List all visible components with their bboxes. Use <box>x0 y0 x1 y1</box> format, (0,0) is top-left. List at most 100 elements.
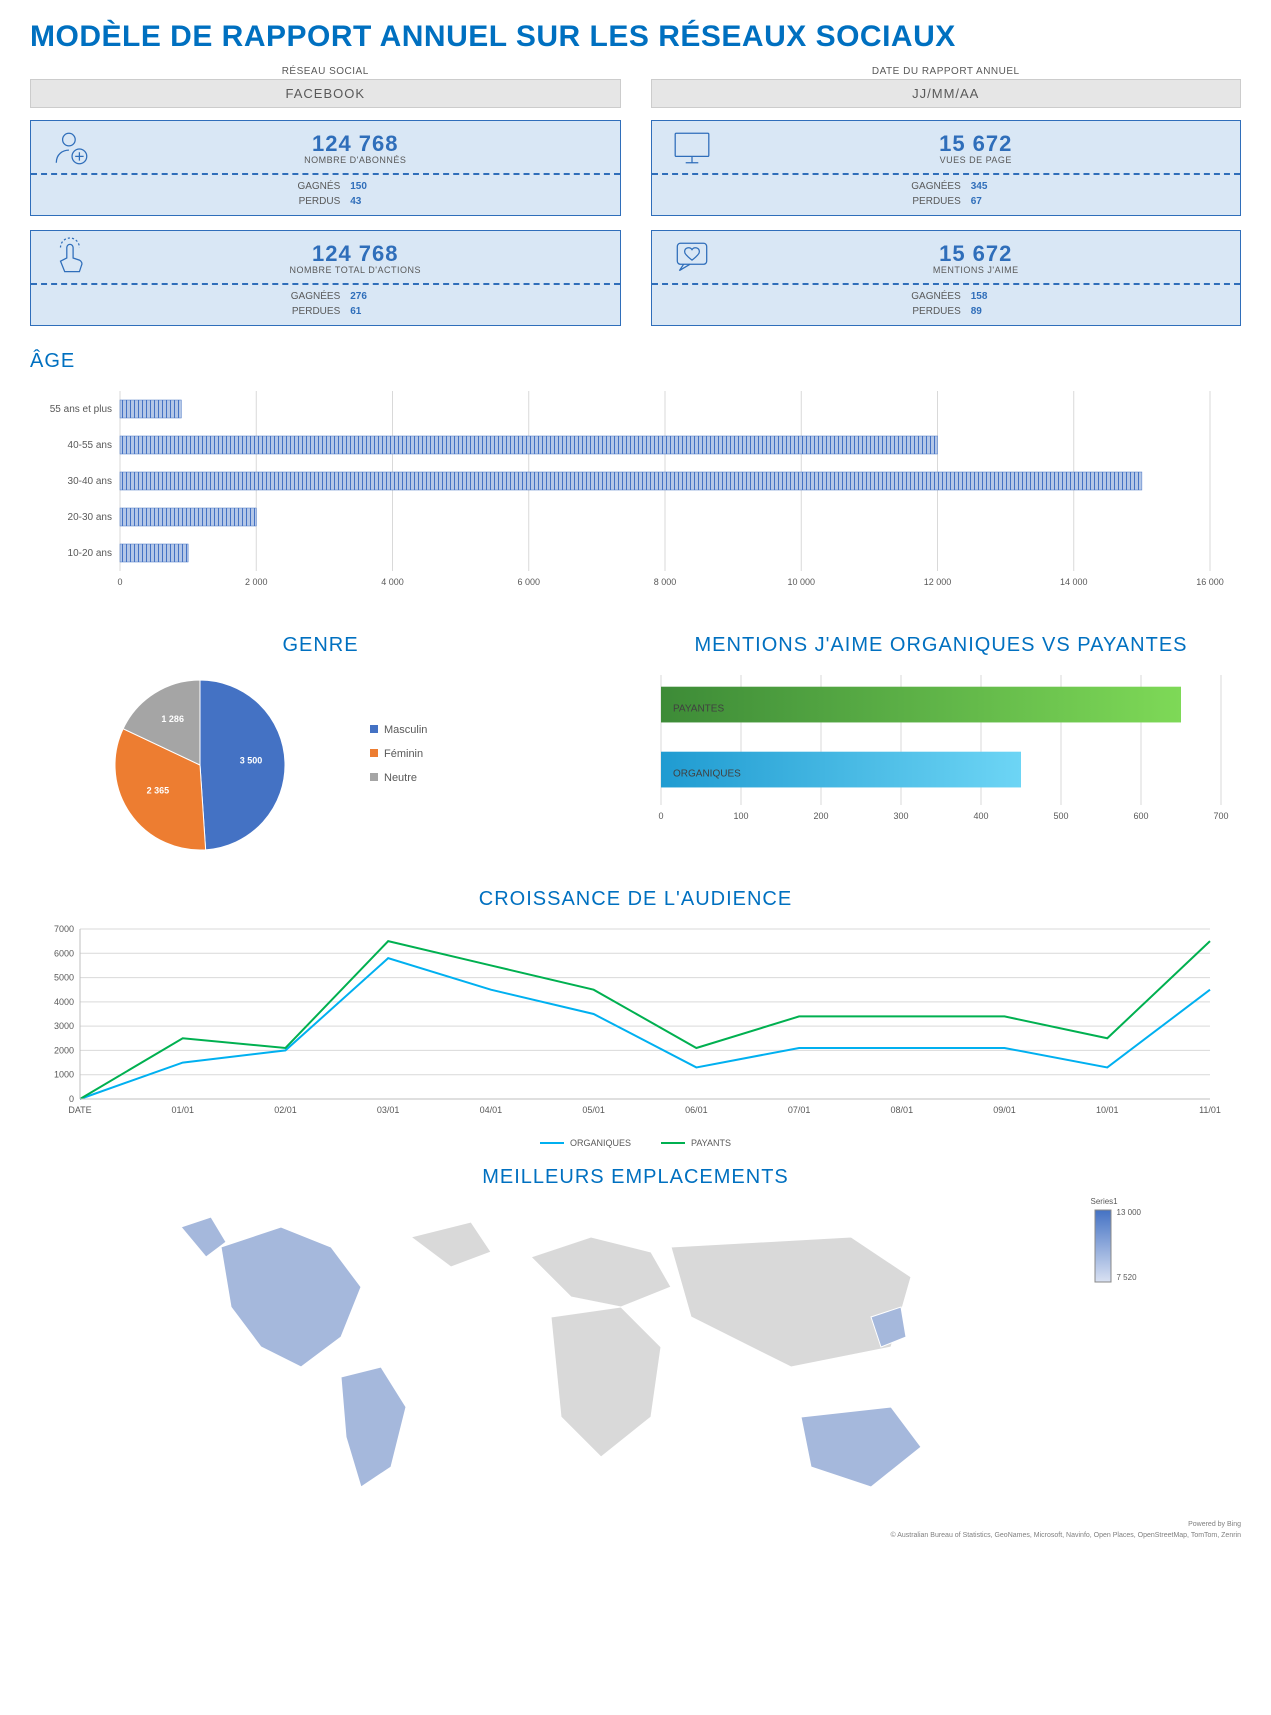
svg-text:PAYANTES: PAYANTES <box>673 704 724 715</box>
svg-text:4000: 4000 <box>54 997 74 1007</box>
svg-text:2000: 2000 <box>54 1045 74 1055</box>
map-legend: Series1 13 000 7 520 <box>1091 1197 1121 1362</box>
svg-text:700: 700 <box>1213 811 1228 821</box>
likes-gained-label: GAGNÉES <box>861 289 961 304</box>
followers-gained: 150 <box>350 179 410 194</box>
age-title: ÂGE <box>30 350 1241 373</box>
likes-chart: 0 100 200 300 400 500 600 700 PAYANTES ORGANIQUES <box>641 665 1241 850</box>
pageviews-lost: 67 <box>971 194 1031 209</box>
svg-text:07/01: 07/01 <box>788 1105 811 1115</box>
svg-text:16 000: 16 000 <box>1196 577 1224 587</box>
metric-followers: 124 768 NOMBRE D'ABONNÉS GAGNÉS150 PERDU… <box>30 120 621 216</box>
network-label: RÉSEAU SOCIAL <box>30 66 621 77</box>
svg-text:10-20 ans: 10-20 ans <box>68 548 112 559</box>
svg-text:300: 300 <box>893 811 908 821</box>
pageviews-lost-label: PERDUES <box>861 194 961 209</box>
svg-text:2 000: 2 000 <box>245 577 268 587</box>
svg-text:3 500: 3 500 <box>240 755 263 765</box>
heart-chat-icon <box>662 237 722 279</box>
network-field[interactable]: FACEBOOK <box>30 79 621 108</box>
svg-text:14 000: 14 000 <box>1060 577 1088 587</box>
svg-text:2 365: 2 365 <box>147 786 170 796</box>
followers-lost-label: PERDUS <box>240 194 340 209</box>
svg-text:1000: 1000 <box>54 1070 74 1080</box>
svg-text:400: 400 <box>973 811 988 821</box>
tap-icon <box>41 237 101 279</box>
map-legend-max: 13 000 <box>1117 1208 1147 1217</box>
date-field[interactable]: JJ/MM/AA <box>651 79 1242 108</box>
svg-text:30-40 ans: 30-40 ans <box>68 476 112 487</box>
followers-gained-label: GAGNÉS <box>240 179 340 194</box>
svg-text:Féminin: Féminin <box>384 748 423 760</box>
growth-chart: 01000200030004000500060007000DATE01/0102… <box>30 919 1241 1148</box>
svg-text:10 000: 10 000 <box>787 577 815 587</box>
svg-text:1 286: 1 286 <box>161 714 184 724</box>
likes-label: MENTIONS J'AIME <box>722 265 1231 275</box>
svg-text:05/01: 05/01 <box>582 1105 605 1115</box>
header-row: RÉSEAU SOCIAL FACEBOOK DATE DU RAPPORT A… <box>30 66 1241 108</box>
svg-text:600: 600 <box>1133 811 1148 821</box>
likes-gained: 158 <box>971 289 1031 304</box>
likes-lost-label: PERDUES <box>861 304 961 319</box>
svg-text:Neutre: Neutre <box>384 772 417 784</box>
age-chart: 0 2 000 4 000 6 000 8 000 10 000 12 000 14 000 1… <box>30 381 1241 606</box>
svg-text:20-30 ans: 20-30 ans <box>68 512 112 523</box>
actions-lost: 61 <box>350 304 410 319</box>
pageviews-value: 15 672 <box>722 131 1231 157</box>
svg-text:500: 500 <box>1053 811 1068 821</box>
map-legend-min: 7 520 <box>1117 1273 1147 1282</box>
pageviews-gained-label: GAGNÉES <box>861 179 961 194</box>
svg-text:0: 0 <box>658 811 663 821</box>
svg-text:09/01: 09/01 <box>993 1105 1016 1115</box>
gender-title: GENRE <box>30 634 611 657</box>
actions-lost-label: PERDUES <box>240 304 340 319</box>
svg-text:200: 200 <box>813 811 828 821</box>
map-title: MEILLEURS EMPLACEMENTS <box>30 1166 1241 1189</box>
growth-legend: ORGANIQUES PAYANTS <box>30 1138 1241 1148</box>
actions-gained-label: GAGNÉES <box>240 289 340 304</box>
svg-text:10/01: 10/01 <box>1096 1105 1119 1115</box>
likes-value: 15 672 <box>722 241 1231 267</box>
likes-lost: 89 <box>971 304 1031 319</box>
svg-text:Masculin: Masculin <box>384 724 427 736</box>
svg-text:02/01: 02/01 <box>274 1105 297 1115</box>
growth-title: CROISSANCE DE L'AUDIENCE <box>30 888 1241 911</box>
svg-text:6000: 6000 <box>54 948 74 958</box>
svg-text:DATE: DATE <box>68 1105 91 1115</box>
map-attribution-2: © Australian Bureau of Statistics, GeoNa… <box>30 1532 1241 1539</box>
svg-text:7000: 7000 <box>54 924 74 934</box>
monitor-icon <box>662 127 722 169</box>
svg-text:8 000: 8 000 <box>654 577 677 587</box>
svg-text:06/01: 06/01 <box>685 1105 708 1115</box>
metric-actions: 124 768 NOMBRE TOTAL D'ACTIONS GAGNÉES 27… <box>30 230 621 326</box>
page-title: MODÈLE DE RAPPORT ANNUEL SUR LES RÉSEAUX… <box>30 20 1241 54</box>
legend-organiques: ORGANIQUES <box>570 1138 631 1148</box>
svg-text:11/01: 11/01 <box>1199 1105 1221 1115</box>
metrics-grid: 124 768 NOMBRE D'ABONNÉS GAGNÉS150 PERDU… <box>30 120 1241 326</box>
actions-gained: 276 <box>350 289 410 304</box>
followers-value: 124 768 <box>101 131 610 157</box>
map-chart: Series1 13 000 7 520 <box>30 1197 1241 1517</box>
svg-text:100: 100 <box>733 811 748 821</box>
svg-text:01/01: 01/01 <box>171 1105 194 1115</box>
svg-text:5000: 5000 <box>54 973 74 983</box>
legend-payants: PAYANTS <box>691 1138 731 1148</box>
likes-chart-title: MENTIONS J'AIME ORGANIQUES VS PAYANTES <box>641 634 1241 657</box>
svg-text:6 000: 6 000 <box>517 577 540 587</box>
svg-text:3000: 3000 <box>54 1021 74 1031</box>
svg-text:ORGANIQUES: ORGANIQUES <box>673 769 741 780</box>
followers-lost: 43 <box>350 194 410 209</box>
svg-text:40-55 ans: 40-55 ans <box>68 440 112 451</box>
svg-text:12 000: 12 000 <box>924 577 952 587</box>
svg-text:4 000: 4 000 <box>381 577 404 587</box>
svg-text:0: 0 <box>117 577 122 587</box>
gender-chart: 3 500 2 365 1 286 Masculin Féminin Neutre <box>30 665 611 870</box>
svg-text:03/01: 03/01 <box>377 1105 400 1115</box>
svg-text:08/01: 08/01 <box>891 1105 914 1115</box>
date-label: DATE DU RAPPORT ANNUEL <box>651 66 1242 77</box>
actions-value: 124 768 <box>101 241 610 267</box>
actions-label: NOMBRE TOTAL D'ACTIONS <box>101 265 610 275</box>
metric-pageviews: 15 672 VUES DE PAGE GAGNÉES345 PERDUES67 <box>651 120 1242 216</box>
map-attribution-1: Powered by Bing <box>30 1521 1241 1528</box>
pageviews-label: VUES DE PAGE <box>722 155 1231 165</box>
